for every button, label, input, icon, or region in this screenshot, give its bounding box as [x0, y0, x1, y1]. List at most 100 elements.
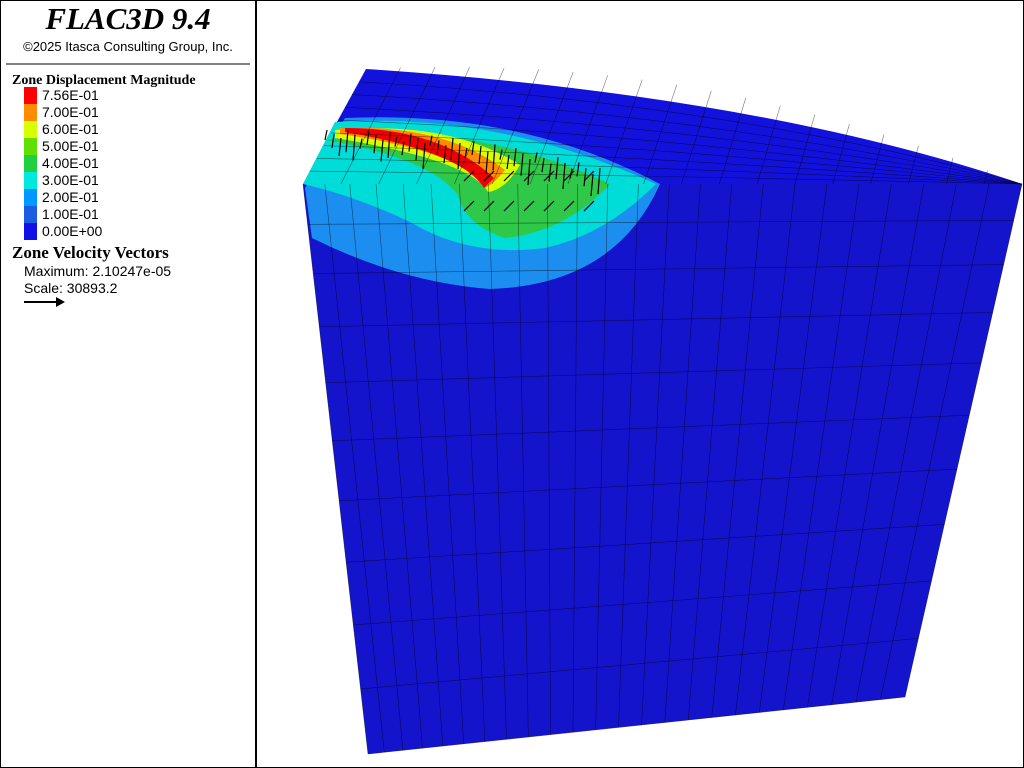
vector	[485, 151, 489, 174]
vector	[457, 142, 461, 170]
mesh-line	[735, 183, 796, 716]
legend-label: 7.56E-01	[42, 87, 99, 103]
mesh-line	[664, 183, 701, 723]
mesh-line	[904, 183, 1023, 698]
mesh-line	[687, 183, 733, 721]
mesh-line	[807, 183, 892, 708]
vector	[541, 157, 545, 173]
vectors-title: Zone Velocity Vectors	[12, 243, 169, 262]
mesh-line	[323, 145, 1023, 185]
vector	[394, 136, 398, 147]
mesh-line	[529, 71, 574, 185]
mesh-line	[711, 183, 764, 718]
vector	[523, 200, 535, 212]
vector	[463, 170, 475, 182]
legend-swatch	[24, 121, 37, 138]
legend-label: 5.00E-01	[42, 138, 99, 154]
mesh-line	[325, 362, 982, 384]
vector	[331, 133, 335, 149]
mesh-line	[330, 132, 1023, 185]
mesh-line	[375, 183, 423, 749]
mesh-line	[367, 696, 906, 755]
vector	[583, 168, 587, 187]
legend-swatch	[24, 155, 37, 172]
mesh-line	[319, 312, 993, 328]
vector	[576, 162, 580, 177]
mesh-line	[567, 75, 608, 185]
mesh-line	[517, 183, 529, 737]
legend-label: 4.00E-01	[42, 155, 99, 171]
mesh-line	[339, 468, 957, 502]
vector	[436, 140, 440, 155]
vector	[324, 129, 328, 141]
mesh-line	[756, 105, 781, 185]
vector	[597, 167, 601, 195]
vector	[492, 144, 496, 171]
vector	[429, 135, 433, 146]
app-title: FLAC3D 9.4	[44, 1, 210, 36]
vector	[503, 170, 515, 182]
legend-swatch	[24, 223, 37, 240]
legend: 7.56E-017.00E-016.00E-015.00E-014.00E-01…	[24, 87, 103, 240]
legend-label: 7.00E-01	[42, 104, 99, 120]
vector	[527, 158, 531, 186]
vector	[562, 162, 566, 189]
vector	[483, 200, 495, 212]
model-view	[302, 66, 1023, 755]
mesh-line	[360, 638, 919, 690]
mesh-line	[340, 67, 401, 185]
legend-swatch	[24, 104, 37, 121]
vector	[380, 139, 384, 162]
front-face	[303, 184, 1022, 754]
vector	[534, 152, 538, 163]
legend-swatch	[24, 172, 37, 189]
mesh-line	[855, 183, 957, 703]
vector	[352, 134, 356, 161]
mesh-line	[302, 183, 369, 755]
vector	[471, 140, 475, 156]
vector	[338, 138, 342, 157]
legend-label: 0.00E+00	[42, 223, 103, 239]
mesh-line	[488, 183, 507, 740]
mesh-line	[718, 97, 747, 185]
vector	[373, 135, 377, 154]
legend-swatch	[24, 138, 37, 155]
legend-label: 2.00E-01	[42, 189, 99, 205]
mesh-line	[794, 114, 816, 185]
vector	[543, 170, 555, 182]
mesh-line	[946, 157, 954, 185]
mesh-line	[459, 183, 486, 742]
vector	[548, 163, 552, 182]
mesh-line	[430, 183, 464, 744]
vector	[463, 200, 475, 212]
mesh-line	[681, 90, 712, 185]
mesh-line	[491, 69, 539, 185]
mesh-line	[618, 183, 639, 728]
mesh-line	[880, 183, 990, 700]
mesh-line	[983, 170, 988, 185]
legend-label: 1.00E-01	[42, 206, 99, 222]
vector	[513, 148, 517, 167]
vector	[450, 138, 454, 161]
mesh-line	[870, 134, 885, 185]
vector	[345, 130, 349, 153]
vector	[483, 170, 495, 182]
mesh-line	[324, 183, 385, 753]
mesh-line	[416, 66, 470, 185]
vector	[583, 200, 595, 212]
contour-band	[325, 134, 610, 238]
mesh-line	[641, 183, 670, 725]
vector	[401, 140, 405, 156]
mesh-line	[349, 183, 404, 751]
copyright: ©2025 Itasca Consulting Group, Inc.	[23, 39, 233, 54]
vector	[499, 149, 503, 160]
vector	[387, 131, 391, 159]
velocity-vectors	[324, 129, 601, 212]
legend-swatch	[24, 206, 37, 223]
vectors-scale: Scale: 30893.2	[24, 280, 118, 296]
mesh-line	[337, 119, 1023, 185]
vector	[543, 200, 555, 212]
legend-swatch	[24, 189, 37, 206]
vector	[359, 138, 363, 149]
mesh-line	[783, 183, 860, 710]
